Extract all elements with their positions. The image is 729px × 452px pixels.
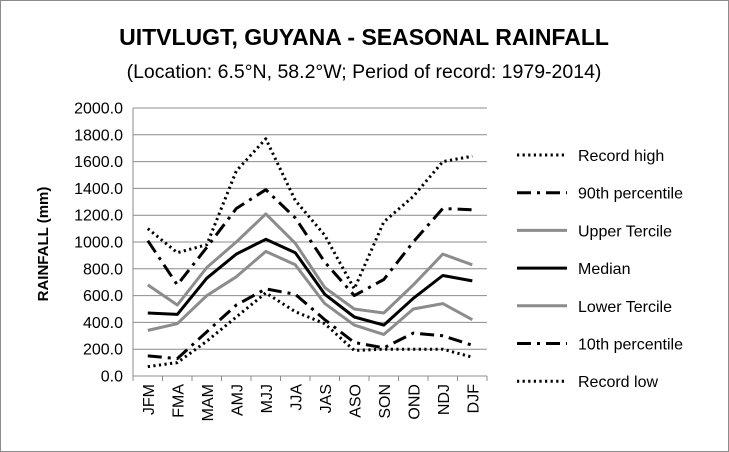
x-tick-label: FMA bbox=[170, 384, 187, 418]
y-tick-label: 1200.0 bbox=[74, 208, 123, 225]
series-line-median bbox=[147, 237, 473, 327]
x-tick-label: MAM bbox=[200, 384, 217, 421]
x-tick-label: AMJ bbox=[229, 384, 246, 416]
grid-layer bbox=[133, 107, 487, 350]
y-tick-label: 800.0 bbox=[83, 261, 123, 278]
legend-label: Median bbox=[578, 261, 630, 278]
y-tick-label: 1000.0 bbox=[74, 235, 123, 252]
chart-title: UITVLUGT, GUYANA - SEASONAL RAINFALL bbox=[119, 24, 609, 50]
series-line-upper-tercile bbox=[146, 212, 473, 315]
y-tick-label: 0.0 bbox=[101, 369, 123, 386]
y-tick-label: 1600.0 bbox=[74, 154, 123, 171]
series-line-10th-percentile bbox=[147, 287, 473, 361]
x-tick-label: JJA bbox=[288, 384, 305, 411]
chart-subtitle: (Location: 6.5°N, 58.2°W; Period of reco… bbox=[127, 61, 602, 83]
legend-label: Lower Tercile bbox=[578, 299, 672, 316]
axis-layer: 0.0 200.0 400.0 600.0 800.0 1000.0 1200.0 1400.… bbox=[74, 101, 488, 421]
legend-label: Record low bbox=[578, 374, 658, 391]
series-line-record-high bbox=[146, 137, 473, 291]
y-tick-label: 400.0 bbox=[83, 315, 123, 332]
x-tick-label: JFM bbox=[141, 384, 158, 415]
y-tick-label: 1400.0 bbox=[74, 181, 123, 198]
y-axis-label: RAINFALL (mm) bbox=[35, 187, 52, 302]
x-tick-label: ASO bbox=[347, 384, 364, 418]
x-tick-label: SON bbox=[377, 384, 394, 419]
series-line-lower-tercile bbox=[147, 249, 474, 336]
x-tick-label: JAS bbox=[318, 384, 335, 413]
legend-label: Upper Tercile bbox=[578, 223, 672, 240]
legend-label: 90th percentile bbox=[578, 186, 683, 203]
y-tick-label: 1800.0 bbox=[74, 127, 123, 144]
x-tick-label: DJF bbox=[465, 384, 482, 414]
y-tick-label: 200.0 bbox=[83, 342, 123, 359]
legend-label: Record high bbox=[578, 148, 664, 165]
y-tick-label: 2000.0 bbox=[74, 101, 123, 118]
legend: Record high 90th percentile Upper Tercile M… bbox=[517, 148, 683, 391]
series-line-90th-percentile bbox=[146, 188, 473, 298]
series-layer bbox=[146, 137, 474, 369]
legend-label: 10th percentile bbox=[578, 337, 683, 354]
y-tick-label: 600.0 bbox=[83, 288, 123, 305]
x-tick-label: OND bbox=[406, 384, 423, 420]
x-tick-label: MJJ bbox=[259, 384, 276, 413]
x-tick-label: NDJ bbox=[436, 384, 453, 415]
